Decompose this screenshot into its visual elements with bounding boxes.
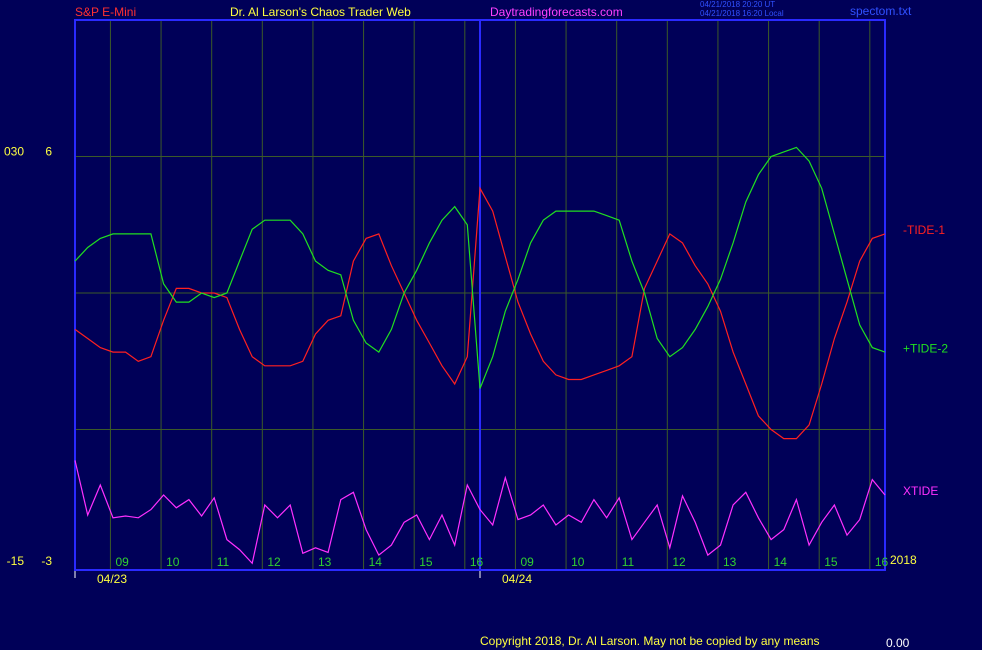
site-url: Daytradingforecasts.com (490, 5, 623, 19)
date-label: 04/24 (502, 572, 532, 586)
series-line (74, 186, 886, 440)
stamp-ut: 04/21/2018 20:20 UT (700, 0, 775, 9)
year-label: 2018 (890, 553, 917, 567)
symbol: S&P E-Mini (75, 5, 136, 19)
x-tick-label: 10 (166, 555, 180, 569)
x-tick-label: 09 (520, 555, 534, 569)
y2-tick-label: -15 (7, 554, 25, 568)
x-tick-label: 13 (723, 555, 737, 569)
y-tick-label: -3 (41, 554, 52, 568)
series-label: -TIDE-1 (903, 223, 945, 237)
x-tick-label: 10 (571, 555, 585, 569)
x-tick-label: 14 (774, 555, 788, 569)
y-tick-label: 6 (45, 145, 52, 159)
plot-frame (74, 19, 886, 571)
x-tick-label: 14 (369, 555, 383, 569)
x-tick-label: 12 (267, 555, 281, 569)
series-label: +TIDE-2 (903, 341, 948, 355)
footer-number: 0.00 (886, 636, 910, 650)
x-tick-label: 13 (318, 555, 332, 569)
x-tick-label: 11 (217, 555, 230, 569)
site-title: Dr. Al Larson's Chaos Trader Web (230, 5, 411, 19)
plot-area: 04/23 04/24 09 10 11 12 13 14 15 16 09 10 11 12 13 14 15… (4, 19, 948, 586)
x-tick-label: 16 (470, 555, 484, 569)
series-line (74, 146, 886, 389)
x-tick-label: 15 (824, 555, 838, 569)
y2-tick-label: 030 (4, 145, 24, 159)
x-tick-label: 11 (622, 555, 635, 569)
x-tick-label: 16 (875, 555, 889, 569)
x-tick-label: 15 (419, 555, 433, 569)
series-line (74, 460, 886, 565)
date-label: 04/23 (97, 572, 127, 586)
copyright: Copyright 2018, Dr. Al Larson. May not b… (480, 634, 820, 648)
x-tick-label: 12 (672, 555, 686, 569)
file-name: spectom.txt (850, 4, 912, 18)
stamp-local: 04/21/2018 16:20 Local (700, 9, 784, 18)
series-label: XTIDE (903, 484, 938, 498)
x-tick-label: 09 (115, 555, 129, 569)
